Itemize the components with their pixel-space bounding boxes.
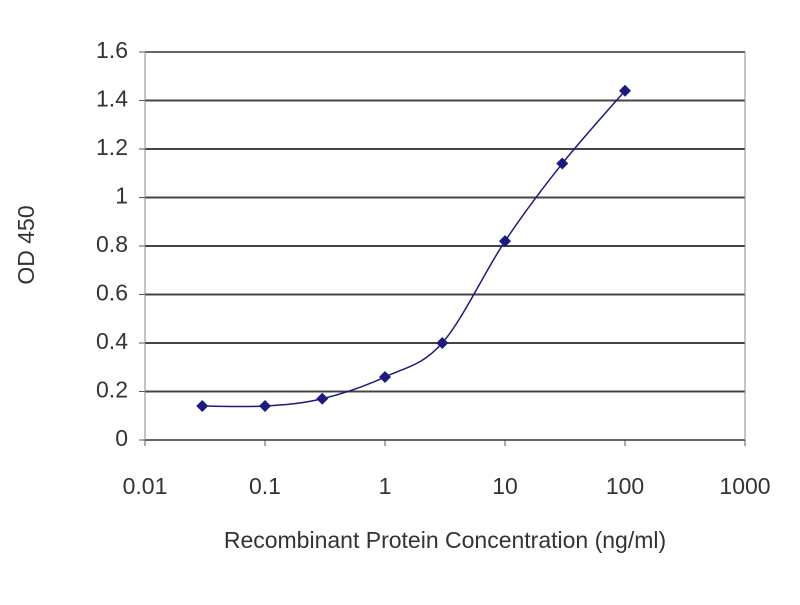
x-tick-label: 1 [379,473,392,499]
data-point [556,157,569,170]
y-tick-label: 1 [115,183,128,209]
y-tick-label: 0 [115,425,128,451]
x-tick-label: 10 [492,473,518,499]
x-tick-label: 0.01 [123,473,168,499]
data-point [259,400,271,413]
y-tick-label: 1.6 [96,37,128,63]
data-point [379,370,391,383]
data-point [316,392,329,405]
y-tick-label: 0.4 [96,328,128,354]
y-tick-label: 0.6 [96,280,128,306]
x-tick-label: 0.1 [249,473,281,499]
y-tick-label: 0.8 [96,231,128,257]
data-point [619,84,631,97]
data-point [196,400,209,413]
x-axis-label: Recombinant Protein Concentration (ng/ml… [224,527,666,553]
x-tick-label: 1000 [719,473,770,499]
plot-border [144,51,746,441]
data-point [499,235,511,248]
y-tick-label: 1.2 [96,134,128,160]
x-tick-label: 100 [606,473,644,499]
y-tick-label: 0.2 [96,377,128,403]
y-axis-label: OD 450 [13,205,39,284]
data-point [436,337,449,349]
y-tick-label: 1.4 [96,86,128,112]
